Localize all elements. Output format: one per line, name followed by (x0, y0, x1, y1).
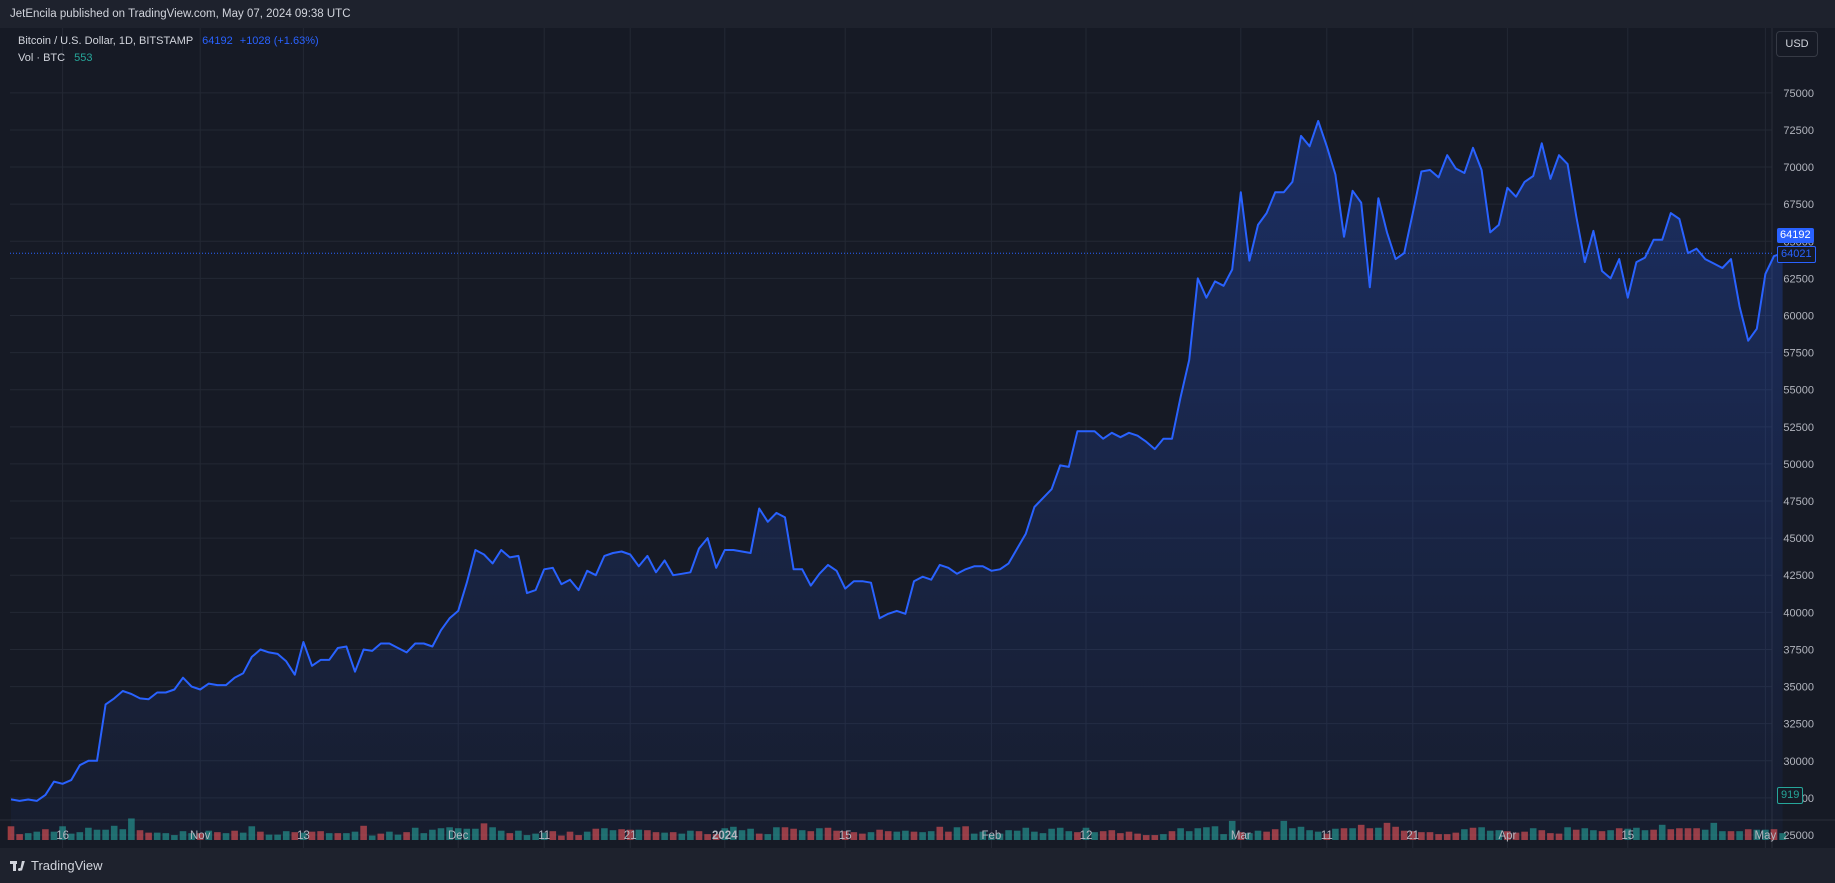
x-tick-label: Nov (190, 830, 211, 842)
x-tick-label: 11 (1321, 830, 1333, 842)
y-tick-label: 35000 (1783, 682, 1814, 694)
x-tick-label: 15 (1621, 830, 1634, 842)
y-tick-label: 75000 (1783, 88, 1814, 100)
brand-name: TradingView (31, 858, 103, 873)
volume-bar (1779, 833, 1786, 840)
x-tick-label: Dec (448, 830, 469, 842)
y-tick-label: 40000 (1783, 607, 1814, 619)
y-tick-label: 70000 (1783, 162, 1814, 174)
y-tick-label: 52500 (1783, 422, 1814, 434)
y-tick-label: 30000 (1783, 756, 1814, 768)
y-tick-label: 42500 (1783, 570, 1814, 582)
x-axis[interactable]: 16 Nov 13 Dec 11 21 2024 15 Feb 12 Mar 11 21 Apr 15 May (56, 830, 1776, 842)
x-tick-label: Feb (981, 830, 1001, 842)
x-tick-label: 21 (624, 830, 637, 842)
y-tick-label: 62500 (1783, 273, 1814, 285)
y-tick-label: 72500 (1783, 125, 1814, 137)
previous-close-tag: 64021 (1777, 246, 1816, 263)
x-tick-label: 16 (56, 830, 69, 842)
price-line (10, 120, 1783, 802)
last-price-value: 64192 (202, 35, 233, 47)
y-tick-label: 57500 (1783, 348, 1814, 360)
x-tick-label: 11 (538, 830, 550, 842)
volume-tag: 919 (1777, 787, 1804, 804)
x-tick-label: Mar (1231, 830, 1251, 842)
y-tick-label: 37500 (1783, 644, 1814, 656)
publisher-text: JetEncila published on TradingView.com, … (10, 8, 351, 20)
y-tick-label: 25000 (1783, 830, 1814, 842)
x-tick-label: 13 (297, 830, 310, 842)
y-tick-label: 60000 (1783, 310, 1814, 322)
x-tick-label: 2024 (712, 830, 738, 842)
x-tick-label: Apr (1498, 830, 1516, 842)
volume-label: Vol · BTC (18, 52, 66, 64)
symbol-title: Bitcoin / U.S. Dollar, 1D, BITSTAMP (18, 35, 194, 47)
price-change-value: +1028 (+1.63%) (239, 35, 319, 47)
footer-bar: TradingView (0, 848, 1835, 883)
tradingview-logo-icon (10, 860, 26, 872)
y-axis[interactable]: 2500027500300003250035000375004000042500… (1783, 88, 1814, 842)
y-tick-label: 45000 (1783, 533, 1814, 545)
x-tick-label: 21 (1406, 830, 1419, 842)
price-area-fill (11, 121, 1783, 840)
price-chart[interactable]: 2500027500300003250035000375004000042500… (0, 28, 1835, 848)
publish-bar: JetEncila published on TradingView.com, … (0, 0, 1835, 28)
last-price-tag: 64192 (1777, 228, 1814, 243)
y-tick-label: 55000 (1783, 385, 1814, 397)
y-tick-label: 32500 (1783, 719, 1814, 731)
y-tick-label: 47500 (1783, 496, 1814, 508)
currency-button[interactable]: USD (1776, 31, 1818, 57)
symbol-legend[interactable]: Bitcoin / U.S. Dollar, 1D, BITSTAMP 6419… (18, 35, 319, 47)
x-tick-label: 15 (839, 830, 852, 842)
y-tick-label: 67500 (1783, 199, 1814, 211)
x-tick-label: May (1755, 830, 1777, 842)
volume-legend[interactable]: Vol · BTC 553 (18, 52, 93, 64)
volume-value: 553 (74, 52, 93, 64)
tradingview-logo[interactable]: TradingView (10, 858, 103, 873)
y-tick-label: 50000 (1783, 459, 1814, 471)
x-tick-label: 12 (1080, 830, 1093, 842)
